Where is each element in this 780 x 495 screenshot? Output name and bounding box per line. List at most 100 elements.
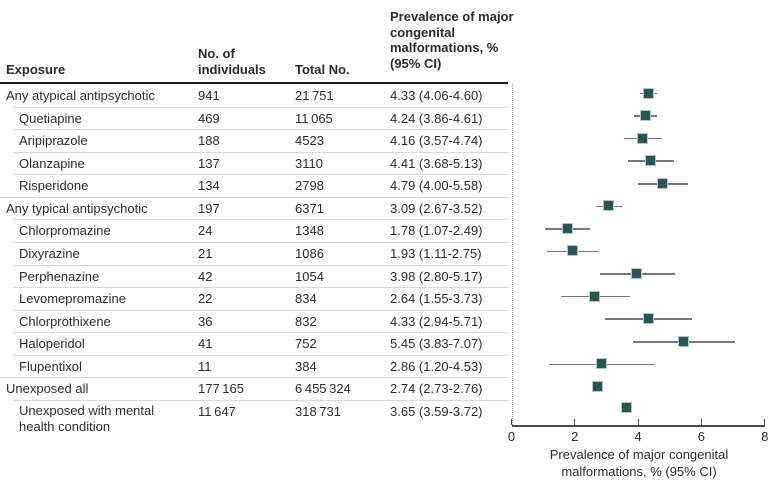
exposure-cell: Unexposed all <box>6 381 89 397</box>
prevalence-cell: 4.79 (4.00-5.58) <box>390 178 483 194</box>
individuals-cell: 177 165 <box>198 381 244 397</box>
axis-tick-label: 2 <box>571 429 579 444</box>
total-cell: 11 065 <box>295 110 333 126</box>
individuals-cell: 134 <box>198 178 220 194</box>
total-cell: 1348 <box>295 223 324 239</box>
prevalence-cell: 4.33 (2.94-5.71) <box>390 313 483 329</box>
forest-marker <box>566 245 578 257</box>
axis-tick <box>510 419 513 425</box>
prevalence-cell: 1.78 (1.07-2.49) <box>390 223 483 239</box>
axis-tick-label: 0 <box>507 429 516 444</box>
axis-tick-label: 6 <box>697 429 705 444</box>
exposure-cell: Dixyrazine <box>19 245 80 261</box>
row-separator <box>13 241 508 243</box>
row-separator <box>13 174 508 176</box>
forest-marker <box>642 87 654 99</box>
prevalence-cell: 3.09 (2.67-3.52) <box>390 200 483 216</box>
row-separator <box>13 332 508 334</box>
exposure-cell: Perphenazine <box>19 268 100 284</box>
individuals-cell: 941 <box>198 88 220 103</box>
individuals-cell: 24 <box>198 223 213 239</box>
prevalence-cell: 3.98 (2.80-5.17) <box>390 268 483 284</box>
row-separator <box>13 219 508 221</box>
prevalence-cell: 3.65 (3.59-3.72) <box>390 403 483 419</box>
total-cell: 1086 <box>295 245 324 261</box>
exposure-cell: Chlorprothixene <box>19 313 111 329</box>
prevalence-cell: 4.16 (3.57-4.74) <box>390 133 483 149</box>
forest-marker <box>561 222 573 234</box>
individuals-cell: 36 <box>198 313 213 329</box>
row-separator <box>13 309 508 311</box>
forest-marker <box>677 335 689 347</box>
total-cell: 4523 <box>295 133 324 149</box>
exposure-cell: Quetiapine <box>19 110 82 126</box>
row-separator <box>13 264 508 266</box>
prevalence-cell: 2.86 (1.20-4.53) <box>390 358 483 374</box>
prevalence-cell: 4.24 (3.86-4.61) <box>390 110 483 126</box>
total-cell: 384 <box>295 358 317 374</box>
forest-marker <box>642 313 654 325</box>
forest-marker <box>621 401 633 413</box>
forest-marker <box>637 132 649 144</box>
column-header-individuals: No. of individuals <box>198 46 266 77</box>
individuals-cell: 41 <box>198 336 213 352</box>
axis-tick-label: 8 <box>761 429 769 444</box>
exposure-cell: Levomepromazine <box>19 291 126 307</box>
exposure-cell: Unexposed with mental health condition <box>19 402 155 435</box>
prevalence-cell: 1.93 (1.11-2.75) <box>390 245 482 261</box>
exposure-cell: Chlorpromazine <box>19 223 111 239</box>
individuals-cell: 21 <box>198 245 213 261</box>
prevalence-cell: 5.45 (3.83-7.07) <box>390 336 483 352</box>
axis-tick <box>574 419 576 425</box>
exposure-cell: Aripiprazole <box>19 133 88 149</box>
individuals-cell: 137 <box>198 155 220 171</box>
prevalence-cell: 2.64 (1.55-3.73) <box>390 291 483 307</box>
axis-tick <box>637 419 639 425</box>
exposure-cell: Flupentixol <box>19 358 82 374</box>
total-cell: 3110 <box>295 155 323 171</box>
total-cell: 21 751 <box>295 88 334 103</box>
total-cell: 752 <box>295 336 317 352</box>
zero-reference-line <box>511 84 513 425</box>
total-cell: 6371 <box>295 200 324 216</box>
individuals-cell: 188 <box>198 133 220 149</box>
axis-tick <box>700 419 702 425</box>
total-cell: 834 <box>295 291 317 307</box>
column-header-prevalence: Prevalence of major congenital malformat… <box>390 9 514 71</box>
individuals-cell: 22 <box>198 291 213 307</box>
x-axis <box>511 425 765 427</box>
row-separator <box>13 106 508 108</box>
total-cell: 2798 <box>295 178 324 194</box>
row-separator <box>0 196 508 198</box>
row-separator <box>13 287 508 289</box>
table-header-rule <box>0 82 508 84</box>
x-axis-label: Prevalence of major congenital malformat… <box>549 447 729 479</box>
prevalence-cell: 2.74 (2.73-2.76) <box>390 381 483 397</box>
individuals-cell: 11 647 <box>198 403 236 419</box>
exposure-cell: Olanzapine <box>19 155 85 171</box>
row-separator <box>13 129 508 131</box>
total-cell: 832 <box>295 313 317 329</box>
exposure-cell: Any atypical antipsychotic <box>6 88 155 103</box>
row-separator <box>13 151 508 153</box>
individuals-cell: 11 <box>198 358 212 374</box>
total-cell: 318 731 <box>295 403 341 419</box>
total-cell: 6 455 324 <box>295 381 351 397</box>
forest-marker <box>639 110 651 122</box>
forest-marker <box>603 200 615 212</box>
individuals-cell: 42 <box>198 268 213 284</box>
total-cell: 1054 <box>295 268 324 284</box>
exposure-cell: Any typical antipsychotic <box>6 200 148 216</box>
row-separator <box>0 377 508 379</box>
forest-marker <box>589 290 601 302</box>
forest-marker <box>592 380 604 392</box>
axis-tick <box>764 419 766 425</box>
row-separator <box>13 399 508 401</box>
axis-tick-label: 4 <box>634 429 642 444</box>
column-header-total: Total No. <box>295 62 350 77</box>
column-header-exposure: Exposure <box>6 62 66 77</box>
forest-marker <box>657 177 669 189</box>
row-separator <box>13 354 508 356</box>
forest-marker <box>596 358 608 370</box>
